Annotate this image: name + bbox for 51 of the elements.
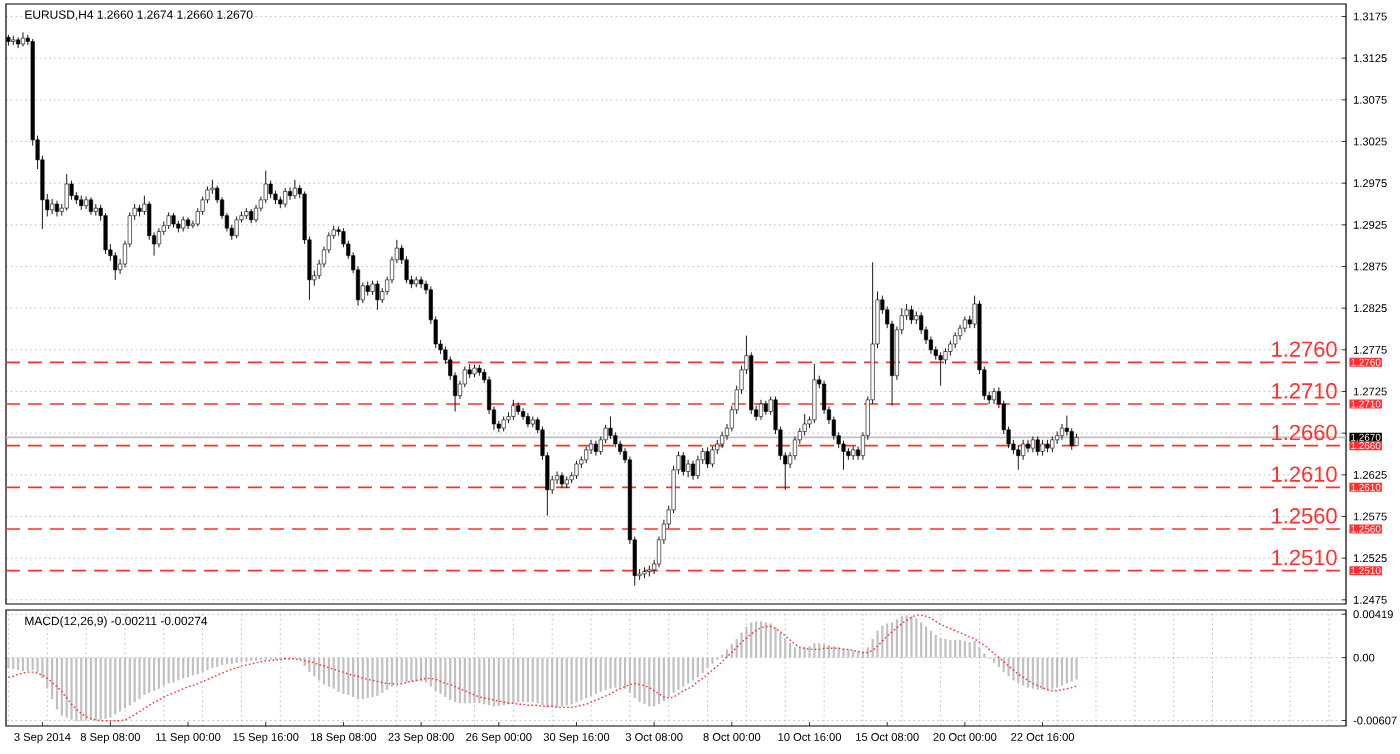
candlestick [521, 407, 526, 421]
candlestick [263, 170, 268, 204]
candlestick [20, 31, 26, 47]
candlestick [103, 212, 108, 255]
candlestick [681, 451, 686, 477]
candlestick [375, 280, 380, 311]
candlestick [686, 459, 691, 478]
candlestick [50, 198, 55, 215]
candlestick [608, 416, 613, 440]
candlestick [589, 439, 594, 455]
candlestick [186, 216, 191, 230]
candlestick [234, 216, 239, 239]
candlestick [705, 446, 710, 469]
candlestick [64, 173, 69, 212]
candlestick [419, 276, 424, 289]
candlestick [287, 186, 293, 201]
text: 1.2760 [1272, 341, 1337, 357]
candlestick [1035, 436, 1040, 457]
candlestick [991, 387, 997, 405]
candlestick [812, 363, 817, 424]
text: 1.2710 [1272, 383, 1337, 399]
candlestick [1025, 439, 1031, 453]
candlestick [1055, 431, 1060, 445]
candlestick [210, 179, 215, 195]
text: 1.2660 [1272, 424, 1337, 441]
text: 1.2510 [1272, 549, 1337, 566]
candlestick [957, 324, 963, 341]
candlestick [16, 36, 21, 49]
candlestick [69, 180, 74, 201]
candlestick [710, 446, 715, 468]
candlestick [720, 431, 725, 449]
candlestick [113, 251, 118, 281]
candlestick [841, 440, 846, 471]
candlestick [802, 413, 807, 437]
candlestick [695, 455, 700, 480]
candlestick [593, 440, 598, 457]
candlestick [574, 460, 579, 480]
candlestick [792, 436, 798, 461]
text: 1.2610 [1272, 466, 1337, 482]
candlestick [84, 196, 89, 210]
candlestick [1016, 445, 1021, 471]
candlestick [758, 399, 764, 421]
text: 1.2560 [1272, 508, 1337, 524]
candlestick [292, 179, 297, 200]
candlestick [283, 187, 288, 208]
candlestick [156, 227, 161, 248]
candlestick [909, 305, 914, 325]
candlestick [1059, 423, 1065, 441]
candlestick [690, 460, 696, 481]
candlestick [938, 351, 943, 387]
candlestick [511, 399, 516, 421]
